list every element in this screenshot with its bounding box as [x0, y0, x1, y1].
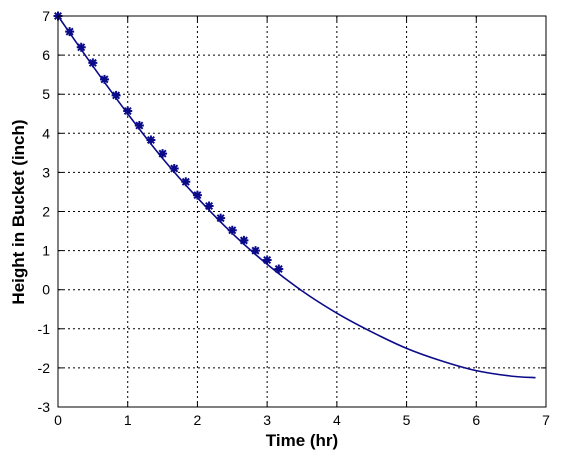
data-point-star	[239, 235, 249, 245]
data-point-star	[158, 149, 168, 159]
y-tick-label: 6	[42, 47, 50, 63]
y-tick-label: 0	[42, 282, 50, 298]
data-point-star	[216, 213, 226, 223]
y-tick-label: 5	[42, 86, 50, 102]
y-tick-label: 7	[42, 8, 50, 24]
data-point-star	[274, 264, 284, 274]
x-tick-label: 7	[542, 412, 550, 428]
data-point-star	[65, 27, 75, 37]
x-tick-label: 0	[54, 412, 62, 428]
grid-lines	[58, 16, 546, 407]
x-tick-label: 1	[124, 412, 132, 428]
data-point-star	[169, 163, 179, 173]
data-point-star	[146, 135, 156, 145]
x-tick-label: 3	[263, 412, 271, 428]
y-tick-label: 4	[42, 125, 50, 141]
data-point-star	[99, 74, 109, 84]
data-point-star	[251, 246, 261, 256]
x-axis-title: Time (hr)	[266, 431, 338, 450]
plot-area	[58, 16, 546, 407]
y-tick-label: -2	[38, 360, 51, 376]
axis-ticks: 0 1 2 3 4 5 6 7 -3 -2 -1 0 1 2 3 4 5 6 7	[38, 8, 551, 428]
data-point-star	[204, 201, 214, 211]
x-tick-label: 5	[403, 412, 411, 428]
data-point-star	[134, 120, 144, 130]
data-point-star	[76, 42, 86, 52]
y-tick-label: 3	[42, 164, 50, 180]
data-point-star	[111, 90, 121, 100]
data-point-star	[192, 190, 202, 200]
x-tick-label: 2	[194, 412, 202, 428]
data-point-star	[262, 255, 272, 265]
x-tick-label: 4	[333, 412, 341, 428]
data-point-star	[181, 177, 191, 187]
data-point-star	[88, 58, 98, 68]
y-axis-title: Height in Bucket (inch)	[9, 119, 28, 304]
y-tick-label: -3	[38, 399, 51, 415]
y-tick-label: 2	[42, 204, 50, 220]
data-point-star	[123, 106, 133, 116]
data-point-star	[227, 225, 237, 235]
y-tick-label: -1	[38, 321, 51, 337]
y-tick-label: 1	[42, 243, 50, 259]
x-tick-label: 6	[472, 412, 480, 428]
